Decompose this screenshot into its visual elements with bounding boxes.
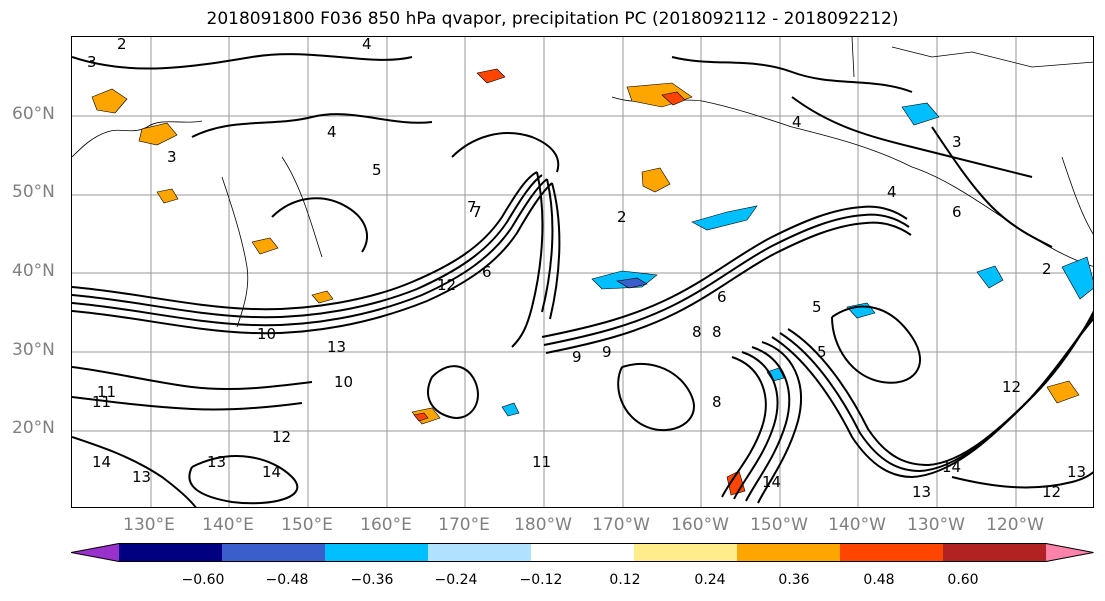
colorbar-outline bbox=[71, 543, 1094, 562]
contour-labels: 2 3 4 5 6 7 8 9 10 11 12 13 14 4 3 2 12 … bbox=[87, 37, 1086, 501]
lon-label-140w: 140°W bbox=[828, 515, 886, 535]
lat-label-50n: 50°N bbox=[12, 182, 55, 202]
contour-label: 5 bbox=[372, 161, 382, 179]
contour-label: 6 bbox=[482, 263, 492, 281]
contour-label: 2 bbox=[117, 37, 127, 53]
contour-label: 13 bbox=[132, 468, 151, 486]
lon-label-150w: 150°W bbox=[750, 515, 808, 535]
contour-label: 14 bbox=[262, 463, 281, 481]
colorbar-extend-high bbox=[1046, 543, 1094, 562]
lon-label-140e: 140°E bbox=[202, 515, 254, 535]
colorbar-bin bbox=[222, 543, 326, 562]
contour-label: 12 bbox=[1002, 378, 1021, 396]
lon-label-150e: 150°E bbox=[281, 515, 333, 535]
colorbar-bin bbox=[943, 543, 1047, 562]
colorbar-tick: 0.36 bbox=[778, 572, 810, 588]
coastlines bbox=[72, 37, 1093, 328]
contour-label: 6 bbox=[717, 288, 727, 306]
contour-label: 8 bbox=[692, 323, 702, 341]
contour-label: 4 bbox=[327, 123, 337, 141]
contour-label: 5 bbox=[817, 343, 827, 361]
colorbar-tick: −0.60 bbox=[181, 572, 225, 588]
contour-label: 12 bbox=[437, 276, 456, 294]
precip-shading bbox=[91, 68, 1093, 496]
contour-label: 4 bbox=[792, 113, 802, 131]
graticule bbox=[72, 37, 1093, 507]
colorbar-bin bbox=[428, 543, 532, 562]
colorbar-bin bbox=[531, 543, 635, 562]
contour-label: 3 bbox=[952, 133, 962, 151]
map-title: 2018091800 F036 850 hPa qvapor, precipit… bbox=[206, 9, 899, 29]
colorbar-tick: −0.36 bbox=[350, 572, 394, 588]
colorbar-bin bbox=[119, 543, 223, 562]
contour-label: 8 bbox=[712, 393, 722, 411]
lon-label-120w: 120°W bbox=[986, 515, 1044, 535]
contour-label: 4 bbox=[887, 183, 897, 201]
contour-label: 13 bbox=[327, 338, 346, 356]
contour-label: 3 bbox=[167, 148, 177, 166]
contour-label: 12 bbox=[1042, 483, 1061, 501]
lon-label-130w: 130°W bbox=[907, 515, 965, 535]
lon-label-170e: 170°E bbox=[438, 515, 490, 535]
map-canvas: 2 3 4 5 6 7 8 9 10 11 12 13 14 4 3 2 12 … bbox=[72, 37, 1093, 507]
contour-label: 4 bbox=[362, 37, 372, 53]
colorbar-bin bbox=[737, 543, 841, 562]
contour-label: 13 bbox=[912, 483, 931, 501]
lat-label-40n: 40°N bbox=[12, 261, 55, 281]
lon-label-170w: 170°W bbox=[592, 515, 650, 535]
colorbar-tick: 0.60 bbox=[947, 572, 979, 588]
contour-label: 2 bbox=[617, 208, 627, 226]
contour-label: 8 bbox=[712, 323, 722, 341]
lon-label-130e: 130°E bbox=[123, 515, 175, 535]
contour-label: 6 bbox=[952, 203, 962, 221]
lat-label-20n: 20°N bbox=[12, 418, 55, 438]
qvapor-contours bbox=[72, 53, 1093, 507]
colorbar-bin bbox=[325, 543, 429, 562]
lon-label-160w: 160°W bbox=[671, 515, 729, 535]
contour-label: 11 bbox=[532, 453, 551, 471]
contour-label: 5 bbox=[812, 298, 822, 316]
lat-label-30n: 30°N bbox=[12, 340, 55, 360]
contour-label: 2 bbox=[1042, 260, 1052, 278]
contour-label: 14 bbox=[942, 458, 961, 476]
colorbar bbox=[71, 543, 1094, 562]
colorbar-tick: −0.24 bbox=[434, 572, 478, 588]
contour-label: 3 bbox=[87, 53, 97, 71]
contour-label: 9 bbox=[602, 343, 612, 361]
colorbar-tick: 0.12 bbox=[609, 572, 641, 588]
lon-label-180w: 180°W bbox=[514, 515, 572, 535]
colorbar-extend-low bbox=[71, 543, 119, 562]
contour-label: 11 bbox=[97, 383, 116, 401]
contour-label: 7 bbox=[472, 203, 482, 221]
contour-label: 11 bbox=[92, 393, 111, 411]
contour-label: 10 bbox=[257, 325, 276, 343]
map-panel: 2 3 4 5 6 7 8 9 10 11 12 13 14 4 3 2 12 … bbox=[71, 36, 1094, 508]
contour-label: 14 bbox=[92, 453, 111, 471]
contour-label: 14 bbox=[762, 473, 781, 491]
colorbar-tick: 0.24 bbox=[694, 572, 726, 588]
contour-label: 7 bbox=[467, 198, 477, 216]
lat-label-60n: 60°N bbox=[12, 104, 55, 124]
colorbar-tick: −0.12 bbox=[519, 572, 563, 588]
contour-label: 10 bbox=[334, 373, 353, 391]
colorbar-bin bbox=[840, 543, 944, 562]
colorbar-tick: 0.48 bbox=[863, 572, 895, 588]
contour-label: 9 bbox=[572, 348, 582, 366]
contour-label: 13 bbox=[207, 453, 226, 471]
lon-label-160e: 160°E bbox=[360, 515, 412, 535]
colorbar-tick: −0.48 bbox=[265, 572, 309, 588]
contour-label: 13 bbox=[1067, 463, 1086, 481]
colorbar-bin bbox=[634, 543, 738, 562]
contour-label: 12 bbox=[272, 428, 291, 446]
